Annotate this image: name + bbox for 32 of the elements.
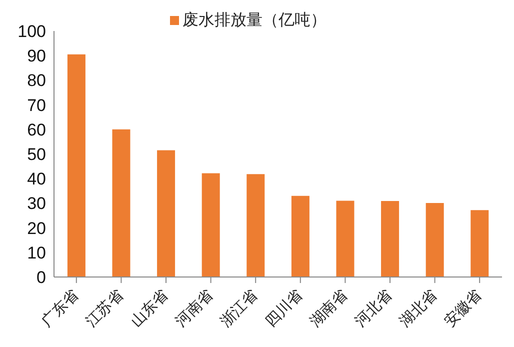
legend-label: 废水排放量（亿吨）	[182, 12, 326, 29]
y-tick-label: 40	[27, 170, 46, 189]
y-tick-label: 20	[27, 218, 46, 238]
x-tick-label: 河南省	[172, 286, 216, 330]
x-tick-label: 湖北省	[396, 286, 440, 330]
y-tick-label: 30	[27, 194, 46, 214]
bar	[381, 200, 400, 277]
y-tick-label: 70	[27, 96, 46, 115]
bar	[426, 202, 444, 277]
y-tick-label: 60	[27, 120, 46, 140]
x-tick-label: 山东省	[127, 286, 172, 330]
x-tick-label: 湖南省	[306, 286, 351, 330]
x-tick-label: 江苏省	[82, 286, 127, 330]
y-tick-label: 90	[27, 46, 46, 66]
y-tick-label: 100	[18, 22, 46, 42]
x-tick-label: 安徽省	[440, 286, 486, 330]
y-tick-label: 80	[27, 71, 46, 90]
x-tick-label: 浙江省	[216, 286, 262, 330]
bar	[157, 150, 176, 277]
x-tick-label: 河北省	[351, 286, 396, 330]
bar	[470, 210, 489, 277]
x-tick-label: 广东省	[37, 286, 82, 330]
bar	[336, 200, 354, 277]
y-tick-label: 10	[27, 243, 46, 262]
bar	[291, 196, 310, 277]
bar	[246, 174, 265, 277]
bar	[112, 129, 130, 277]
y-tick-label: 50	[27, 145, 46, 164]
bar	[202, 173, 220, 277]
y-tick-label: 0	[36, 268, 46, 288]
x-tick-label: 四川省	[261, 286, 306, 330]
bar	[67, 54, 86, 277]
